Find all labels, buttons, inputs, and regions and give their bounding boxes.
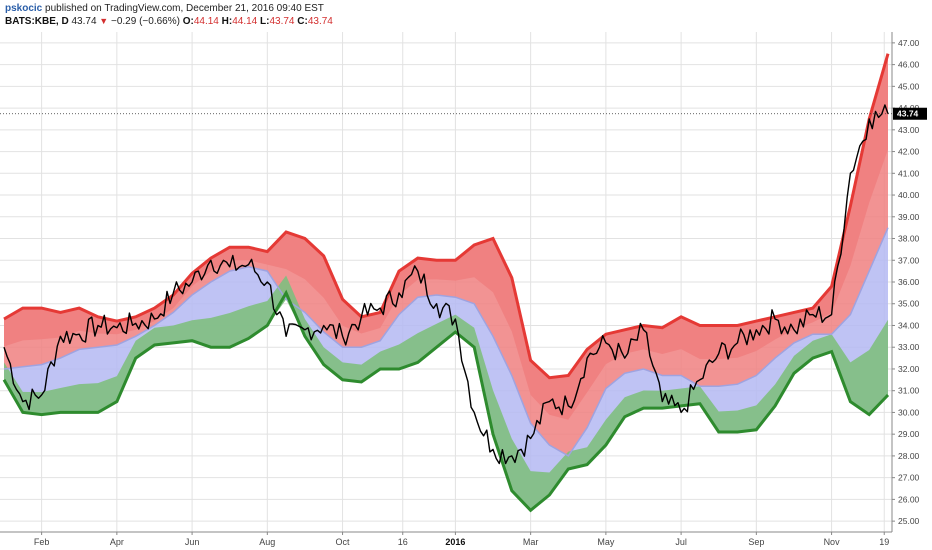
y-tick-label: 36.00 [898, 277, 920, 287]
y-tick-label: 27.00 [898, 473, 920, 483]
x-tick-label: Jul [675, 537, 687, 547]
high-value: 44.14 [232, 16, 258, 27]
open-label: O: [182, 16, 194, 27]
publish-line: pskocic published on TradingView.com, De… [5, 2, 705, 15]
y-tick-label: 42.00 [898, 147, 920, 157]
y-tick-label: 28.00 [898, 451, 920, 461]
y-tick-label: 47.00 [898, 38, 920, 48]
open-value: 44.14 [193, 16, 219, 27]
last-price-tag-bg [893, 107, 927, 120]
upper-band-line [3, 53, 890, 380]
price-line [3, 104, 889, 465]
x-tick-label: Feb [34, 537, 50, 547]
lower-band-shade [4, 275, 888, 511]
low-value: 43.74 [269, 16, 295, 27]
y-tick-label: 43.00 [898, 125, 920, 135]
price-series [3, 104, 889, 465]
y-tick-label: 32.00 [898, 364, 920, 374]
x-tick-label: May [597, 537, 615, 547]
x-tick-label: Sep [748, 537, 764, 547]
y-tick-label: 26.00 [898, 494, 920, 504]
x-tick-label: Mar [523, 537, 539, 547]
middle-band-fill [4, 227, 888, 511]
y-tick-label: 41.00 [898, 168, 920, 178]
y-tick-label: 46.00 [898, 60, 920, 70]
y-tick-label: 45.00 [898, 81, 920, 91]
middle-band-line [3, 227, 889, 457]
low-label: L: [260, 16, 270, 27]
symbol-label: BATS:KBE, D [5, 16, 69, 27]
time-axis[interactable]: Feb Apr Jun Aug Oct 16 2016 Mar May Jul Sep Nov 19 [34, 532, 889, 547]
high-label: H: [221, 16, 233, 27]
y-tick-label: 34.00 [898, 320, 920, 330]
down-arrow-icon: ▼ [99, 16, 109, 26]
bands [2, 53, 890, 513]
x-tick-label: 16 [398, 537, 408, 547]
y-tick-label: 30.00 [898, 407, 920, 417]
last-price-tag-text: 43.74 [897, 109, 919, 119]
upper-band-fill [4, 53, 888, 456]
y-tick-label: 29.00 [898, 429, 920, 439]
y-tick-label: 37.00 [898, 255, 920, 265]
y-tick-label: 35.00 [898, 299, 920, 309]
chart-header: pskocic published on TradingView.com, De… [5, 2, 705, 28]
x-tick-label: Aug [259, 537, 275, 547]
close-value: 43.74 [307, 16, 333, 27]
x-tick-label: Jun [185, 537, 200, 547]
quote-line: BATS:KBE, D 43.74 ▼ −0.29 (−0.66%) O:44.… [5, 15, 705, 28]
change-value: −0.29 (−0.66%) [111, 16, 180, 27]
y-tick-label: 38.00 [898, 234, 920, 244]
lower-band-line [2, 289, 890, 513]
y-tick-label: 33.00 [898, 342, 920, 352]
y-tick-label: 25.00 [898, 516, 920, 526]
last-price-tag: 43.74 [893, 107, 927, 120]
published-text: published on TradingView.com, December 2… [45, 3, 324, 14]
close-label: C: [297, 16, 308, 27]
y-tick-label: 39.00 [898, 212, 920, 222]
y-tick-label: 40.00 [898, 190, 920, 200]
upper-band-shade [4, 53, 888, 420]
x-tick-label: 2016 [445, 537, 465, 547]
last-price-value: 43.74 [71, 16, 97, 27]
author-link[interactable]: pskocic [5, 3, 43, 14]
x-tick-label: 19 [879, 537, 889, 547]
y-tick-label: 31.00 [898, 386, 920, 396]
x-tick-label: Oct [336, 537, 351, 547]
x-tick-label: Apr [110, 537, 124, 547]
x-tick-label: Nov [824, 537, 841, 547]
